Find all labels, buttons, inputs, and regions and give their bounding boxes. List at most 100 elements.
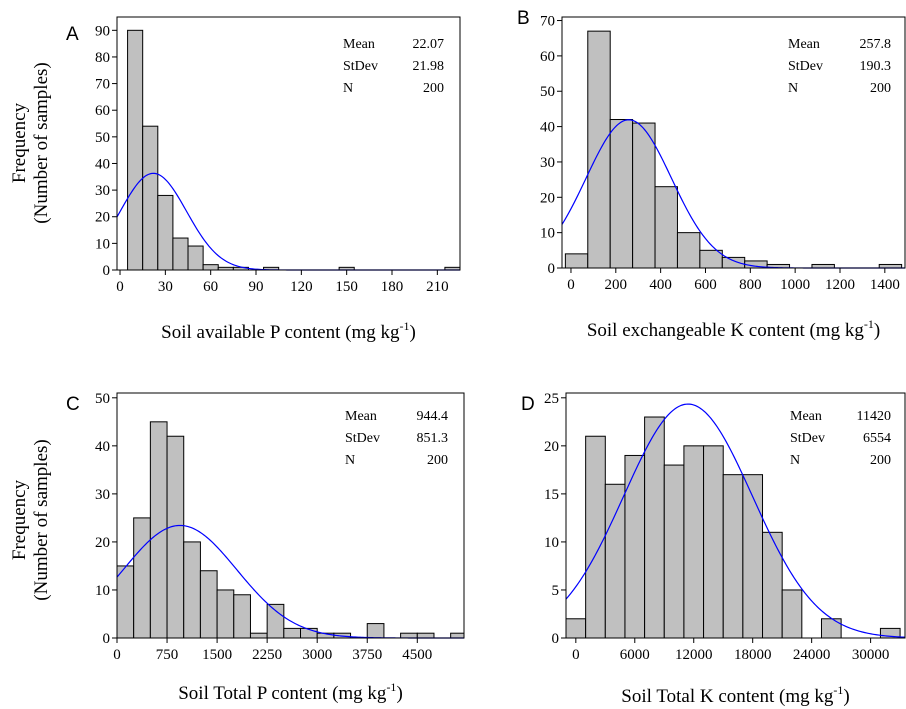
y-tick-label: 40: [95, 439, 110, 455]
y-tick-label: 0: [552, 631, 560, 647]
y-tick-label: 0: [103, 631, 111, 647]
histogram-bar: [283, 627, 302, 639]
histogram-bar: [722, 474, 744, 639]
histogram-bar: [133, 517, 151, 639]
histogram-bar: [202, 264, 219, 271]
y-tick-label: 30: [540, 155, 555, 171]
y-tick-label: 30: [95, 487, 110, 503]
histogram-bar: [416, 632, 435, 639]
x-axis-label: Soil Total P content (mg kg-1): [178, 680, 403, 704]
x-tick-label: 1000: [780, 277, 810, 293]
y-tick-label: 0: [548, 261, 556, 277]
panel-label: A: [66, 24, 79, 45]
stats-value: 200: [427, 453, 448, 468]
y-tick-label: 20: [95, 210, 110, 226]
histogram-bar: [585, 435, 606, 639]
x-tick-label: 600: [694, 277, 717, 293]
y-tick-label: 50: [95, 130, 110, 146]
histogram-bar: [216, 589, 235, 639]
y-tick-label: 40: [540, 120, 555, 136]
y-tick-label: 20: [95, 535, 110, 551]
x-tick-label: 120: [290, 279, 313, 295]
plot-frame: [561, 16, 906, 269]
x-axis-label: Soil available P content (mg kg-1): [161, 319, 416, 343]
x-tick-label: 4500: [402, 647, 432, 663]
histogram-bar: [676, 232, 701, 269]
histogram-bar: [699, 249, 723, 269]
histogram-bar: [183, 541, 201, 639]
y-tick-label: 10: [95, 583, 110, 599]
histogram-bar: [604, 483, 626, 639]
histogram-bar: [663, 464, 685, 639]
histogram-panel-a: 0 30 60 90 120 150 180 210 0 10 20 30 40 50 60 70 80 90 A M…: [9, 16, 461, 343]
histogram-bar: [683, 445, 705, 639]
y-tick-label: 20: [544, 439, 559, 455]
stats-value: 6554: [863, 431, 891, 446]
histogram-bar: [609, 119, 634, 269]
stats-value: 944.4: [417, 409, 449, 424]
histogram-bar: [703, 445, 724, 639]
histogram-bar: [564, 253, 589, 269]
y-tick-label: 70: [95, 77, 110, 93]
x-tick-label: 0: [572, 647, 580, 663]
x-tick-label: 0: [113, 647, 121, 663]
y-tick-label: 40: [95, 156, 110, 172]
x-tick-label: 750: [156, 647, 179, 663]
x-tick-label: 210: [426, 279, 449, 295]
histogram-bar: [233, 594, 251, 639]
y-tick-label: 25: [544, 391, 559, 407]
histogram-bar: [820, 618, 842, 639]
histogram-panel-c: 0 750 1500 2250 3000 3750 4500 0 10 20 30 40 50 C Mean…: [9, 391, 465, 704]
y-tick-label: 10: [540, 226, 555, 242]
x-axis-label: Soil Total K content (mg kg-1): [621, 683, 849, 707]
y-axis-label: Frequency(Number of samples): [9, 439, 52, 600]
stats-value: 22.07: [413, 37, 445, 52]
x-tick-label: 0: [567, 277, 575, 293]
x-tick-label: 0: [116, 279, 124, 295]
stats-value: 200: [423, 81, 444, 96]
panel-label: D: [521, 394, 535, 415]
y-tick-label: 80: [95, 50, 110, 66]
y-tick-label: 30: [95, 183, 110, 199]
y-tick-label: 10: [95, 236, 110, 252]
x-tick-label: 180: [381, 279, 404, 295]
stats-label: StDev: [343, 59, 378, 74]
y-tick-label: 50: [540, 84, 555, 100]
bars: [565, 416, 901, 639]
stats-label: StDev: [790, 431, 825, 446]
plot-frame: [116, 16, 461, 271]
histogram-bar: [366, 623, 385, 639]
histogram-bar: [400, 632, 418, 639]
y-tick-label: 5: [552, 583, 560, 599]
histogram-bar: [199, 570, 218, 639]
y-tick-label: 15: [544, 487, 559, 503]
histogram-bar: [187, 245, 204, 271]
histogram-bar: [781, 589, 803, 639]
stats-label: Mean: [345, 409, 377, 424]
stats-label: StDev: [788, 59, 823, 74]
stats-value: 257.8: [860, 37, 892, 52]
x-tick-label: 6000: [620, 647, 650, 663]
histogram-bar: [142, 125, 159, 271]
stats-label: N: [788, 81, 798, 96]
stats-label: Mean: [343, 37, 375, 52]
stats-label: Mean: [790, 409, 822, 424]
y-tick-label: 60: [95, 103, 110, 119]
y-axis-label: Frequency(Number of samples): [9, 62, 52, 223]
panel-label: C: [66, 394, 80, 415]
histogram-bar: [127, 29, 144, 271]
x-tick-label: 200: [605, 277, 628, 293]
x-tick-label: 150: [335, 279, 358, 295]
x-tick-label: 1200: [825, 277, 855, 293]
x-tick-label: 24000: [793, 647, 831, 663]
histogram-bar: [450, 632, 465, 639]
histogram-bar: [624, 454, 646, 639]
x-tick-label: 400: [649, 277, 672, 293]
stats-label: StDev: [345, 431, 380, 446]
stats-value: 200: [870, 453, 891, 468]
histogram-bar: [172, 237, 189, 271]
x-tick-label: 3750: [352, 647, 382, 663]
y-tick-label: 0: [103, 263, 111, 279]
plot-frame: [565, 392, 906, 639]
